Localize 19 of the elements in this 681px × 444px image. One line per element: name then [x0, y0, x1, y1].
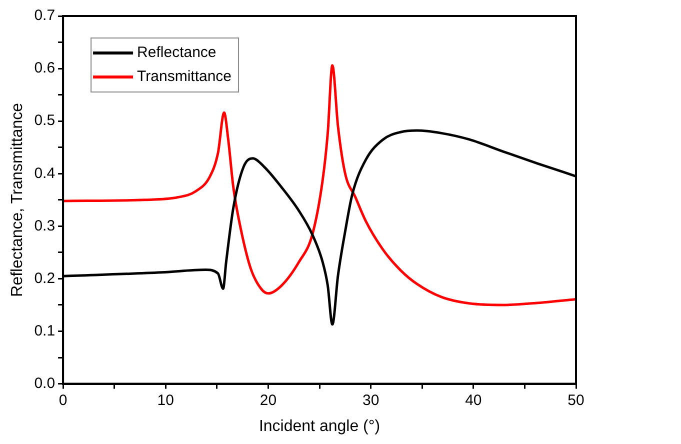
y-tick-label: 0.7	[34, 7, 56, 24]
legend-label: Reflectance	[137, 44, 216, 62]
x-tick-label: 20	[260, 392, 277, 409]
x-axis-title: Incident angle (°)	[258, 418, 380, 435]
x-tick-label: 10	[157, 392, 174, 409]
x-tick-label: 30	[362, 392, 380, 409]
legend-label: Transmittance	[137, 68, 232, 86]
y-tick-label: 0.0	[34, 374, 56, 392]
y-tick-label: 0.3	[34, 217, 56, 234]
x-tick-label: 50	[568, 392, 584, 409]
y-tick-label: 0.2	[34, 270, 56, 287]
y-tick-label: 0.6	[34, 60, 56, 77]
x-tick-label: 40	[465, 392, 482, 409]
y-tick-label: 0.1	[34, 322, 56, 340]
y-axis-title: Reflectance, Transmittance	[9, 102, 26, 297]
y-tick-label: 0.5	[34, 112, 56, 130]
line-series	[63, 64, 576, 306]
y-tick-label: 0.4	[34, 164, 56, 182]
x-tick-label: 0	[58, 392, 68, 409]
